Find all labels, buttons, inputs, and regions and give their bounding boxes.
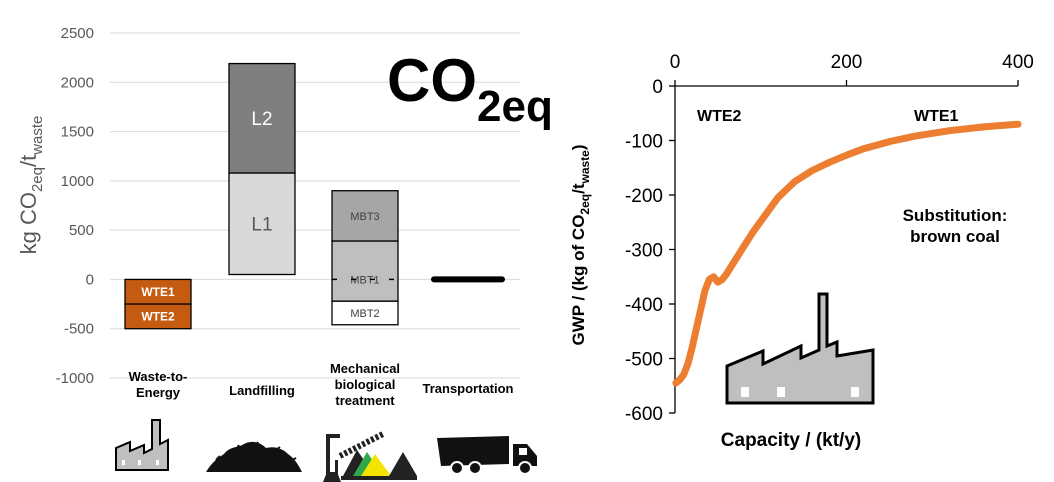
mbt-plant-icon [323, 431, 417, 482]
right-y-axis-label: GWP / (kg of CO2eq/twaste) [569, 144, 592, 345]
left-bars: WTE1 WTE2 L1 L2 MBT2 MBT1 MBT3 [124, 62, 399, 330]
category-label: Transportation [422, 381, 513, 396]
y-tick-label: -300 [625, 241, 663, 262]
category-label: Mechanical [330, 361, 400, 376]
x-tick-label: 200 [831, 52, 863, 73]
factory-icon [115, 419, 169, 471]
substitution-note: Substitution: brown coal [903, 206, 1008, 246]
x-tick-label: 400 [1002, 52, 1034, 73]
left-y-tick-labels: 2500 2000 1500 1000 500 0 -500 -1000 [56, 25, 94, 387]
y-tick-label: 0 [652, 77, 663, 98]
category-label: biological [335, 377, 396, 392]
annotation-wte1: WTE1 [914, 108, 959, 125]
segment-label: MBT1 [350, 274, 379, 286]
segment-label: WTE2 [141, 310, 175, 324]
landfill-icon [206, 441, 302, 472]
category-label: Landfilling [229, 383, 295, 398]
segment-label: L1 [251, 215, 272, 236]
y-tick-label: 1500 [61, 124, 94, 141]
category-label: treatment [335, 393, 395, 408]
right-x-axis-label: Capacity / (kt/y) [721, 430, 861, 451]
y-tick-label: -100 [625, 132, 663, 153]
left-category-labels: Waste-to-Energy Landfilling Mechanicalbiol… [129, 361, 514, 408]
annotation-wte2: WTE2 [697, 108, 742, 125]
y-tick-label: 2000 [61, 74, 94, 91]
y-tick-label: 0 [86, 271, 94, 288]
left-y-axis-label: kg CO2eq/twaste [16, 116, 46, 255]
segment-label: WTE1 [141, 285, 175, 299]
y-tick-label: -200 [625, 186, 663, 207]
y-tick-label: -500 [625, 350, 663, 371]
bar-segment-mbt3 [331, 190, 399, 242]
segment-label: MBT2 [350, 308, 379, 320]
category-label: Energy [136, 385, 181, 400]
y-tick-label: 2500 [61, 25, 94, 42]
gwp-line [672, 120, 1022, 387]
truck-icon [437, 436, 537, 475]
y-tick-label: -600 [625, 404, 663, 425]
bar-segment-mbt1 [331, 240, 399, 302]
y-tick-label: -1000 [56, 370, 94, 387]
y-tick-label: 500 [69, 222, 94, 239]
right-x-tick-labels: 0 200 400 [670, 52, 1034, 86]
factory-icon [725, 292, 875, 405]
bar-segment-wte2 [124, 303, 192, 330]
x-tick-label: 0 [670, 52, 681, 73]
bar-segment-l2 [228, 62, 296, 174]
y-tick-label: -500 [64, 321, 94, 338]
right-y-tick-labels: 0 -100 -200 -300 -400 -500 -600 [625, 77, 675, 425]
y-tick-label: -400 [625, 295, 663, 316]
segment-label: L2 [251, 109, 272, 130]
bar-segment-wte1 [124, 278, 192, 305]
y-tick-label: 1000 [61, 173, 94, 190]
segment-label: MBT3 [350, 211, 379, 223]
left-chart-title: CO2eq [387, 47, 553, 131]
bar-segment-l1 [228, 172, 296, 276]
category-label: Waste-to- [129, 369, 188, 384]
